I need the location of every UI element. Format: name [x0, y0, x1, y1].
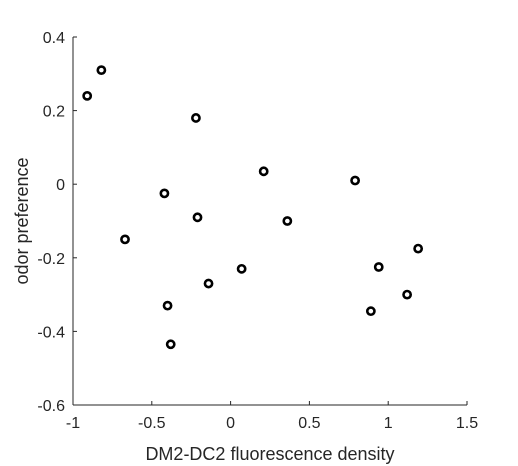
data-point [82, 90, 93, 101]
x-ticks: -1 -0.5 0 0.5 1 1.5 [66, 401, 478, 432]
x-tick-label: 0.5 [298, 415, 320, 432]
data-point [413, 243, 424, 254]
y-tick-label: -0.4 [37, 324, 65, 341]
x-tick-label: 0 [226, 415, 235, 432]
x-tick-label: 1 [384, 415, 393, 432]
data-point [162, 300, 173, 311]
data-point [258, 166, 269, 177]
data-point [165, 339, 176, 350]
x-tick-label: -0.5 [138, 415, 166, 432]
x-axis-title: DM2-DC2 fluorescence density [145, 444, 394, 464]
data-point [365, 306, 376, 317]
y-tick-label: 0 [56, 177, 65, 194]
y-tick-label: -0.2 [37, 251, 65, 268]
data-point [373, 262, 384, 272]
data-points [82, 65, 424, 350]
data-point [236, 263, 247, 274]
y-tick-label: -0.6 [37, 398, 65, 415]
data-point [350, 175, 361, 186]
data-point [402, 289, 413, 300]
data-point [192, 212, 203, 223]
y-tick-label: 0.2 [43, 104, 65, 121]
data-point [96, 65, 107, 76]
y-tick-label: 0.4 [43, 30, 65, 47]
y-axis-title: odor preference [12, 157, 32, 284]
data-point [203, 278, 214, 289]
data-point [120, 234, 130, 245]
x-tick-label: 1.5 [456, 415, 478, 432]
axes [72, 37, 467, 406]
data-point [282, 216, 293, 226]
y-ticks: -0.6 -0.4 -0.2 0 0.2 0.4 [37, 30, 77, 415]
data-point [191, 113, 201, 123]
x-tick-label: -1 [66, 415, 80, 432]
data-point [159, 188, 170, 199]
